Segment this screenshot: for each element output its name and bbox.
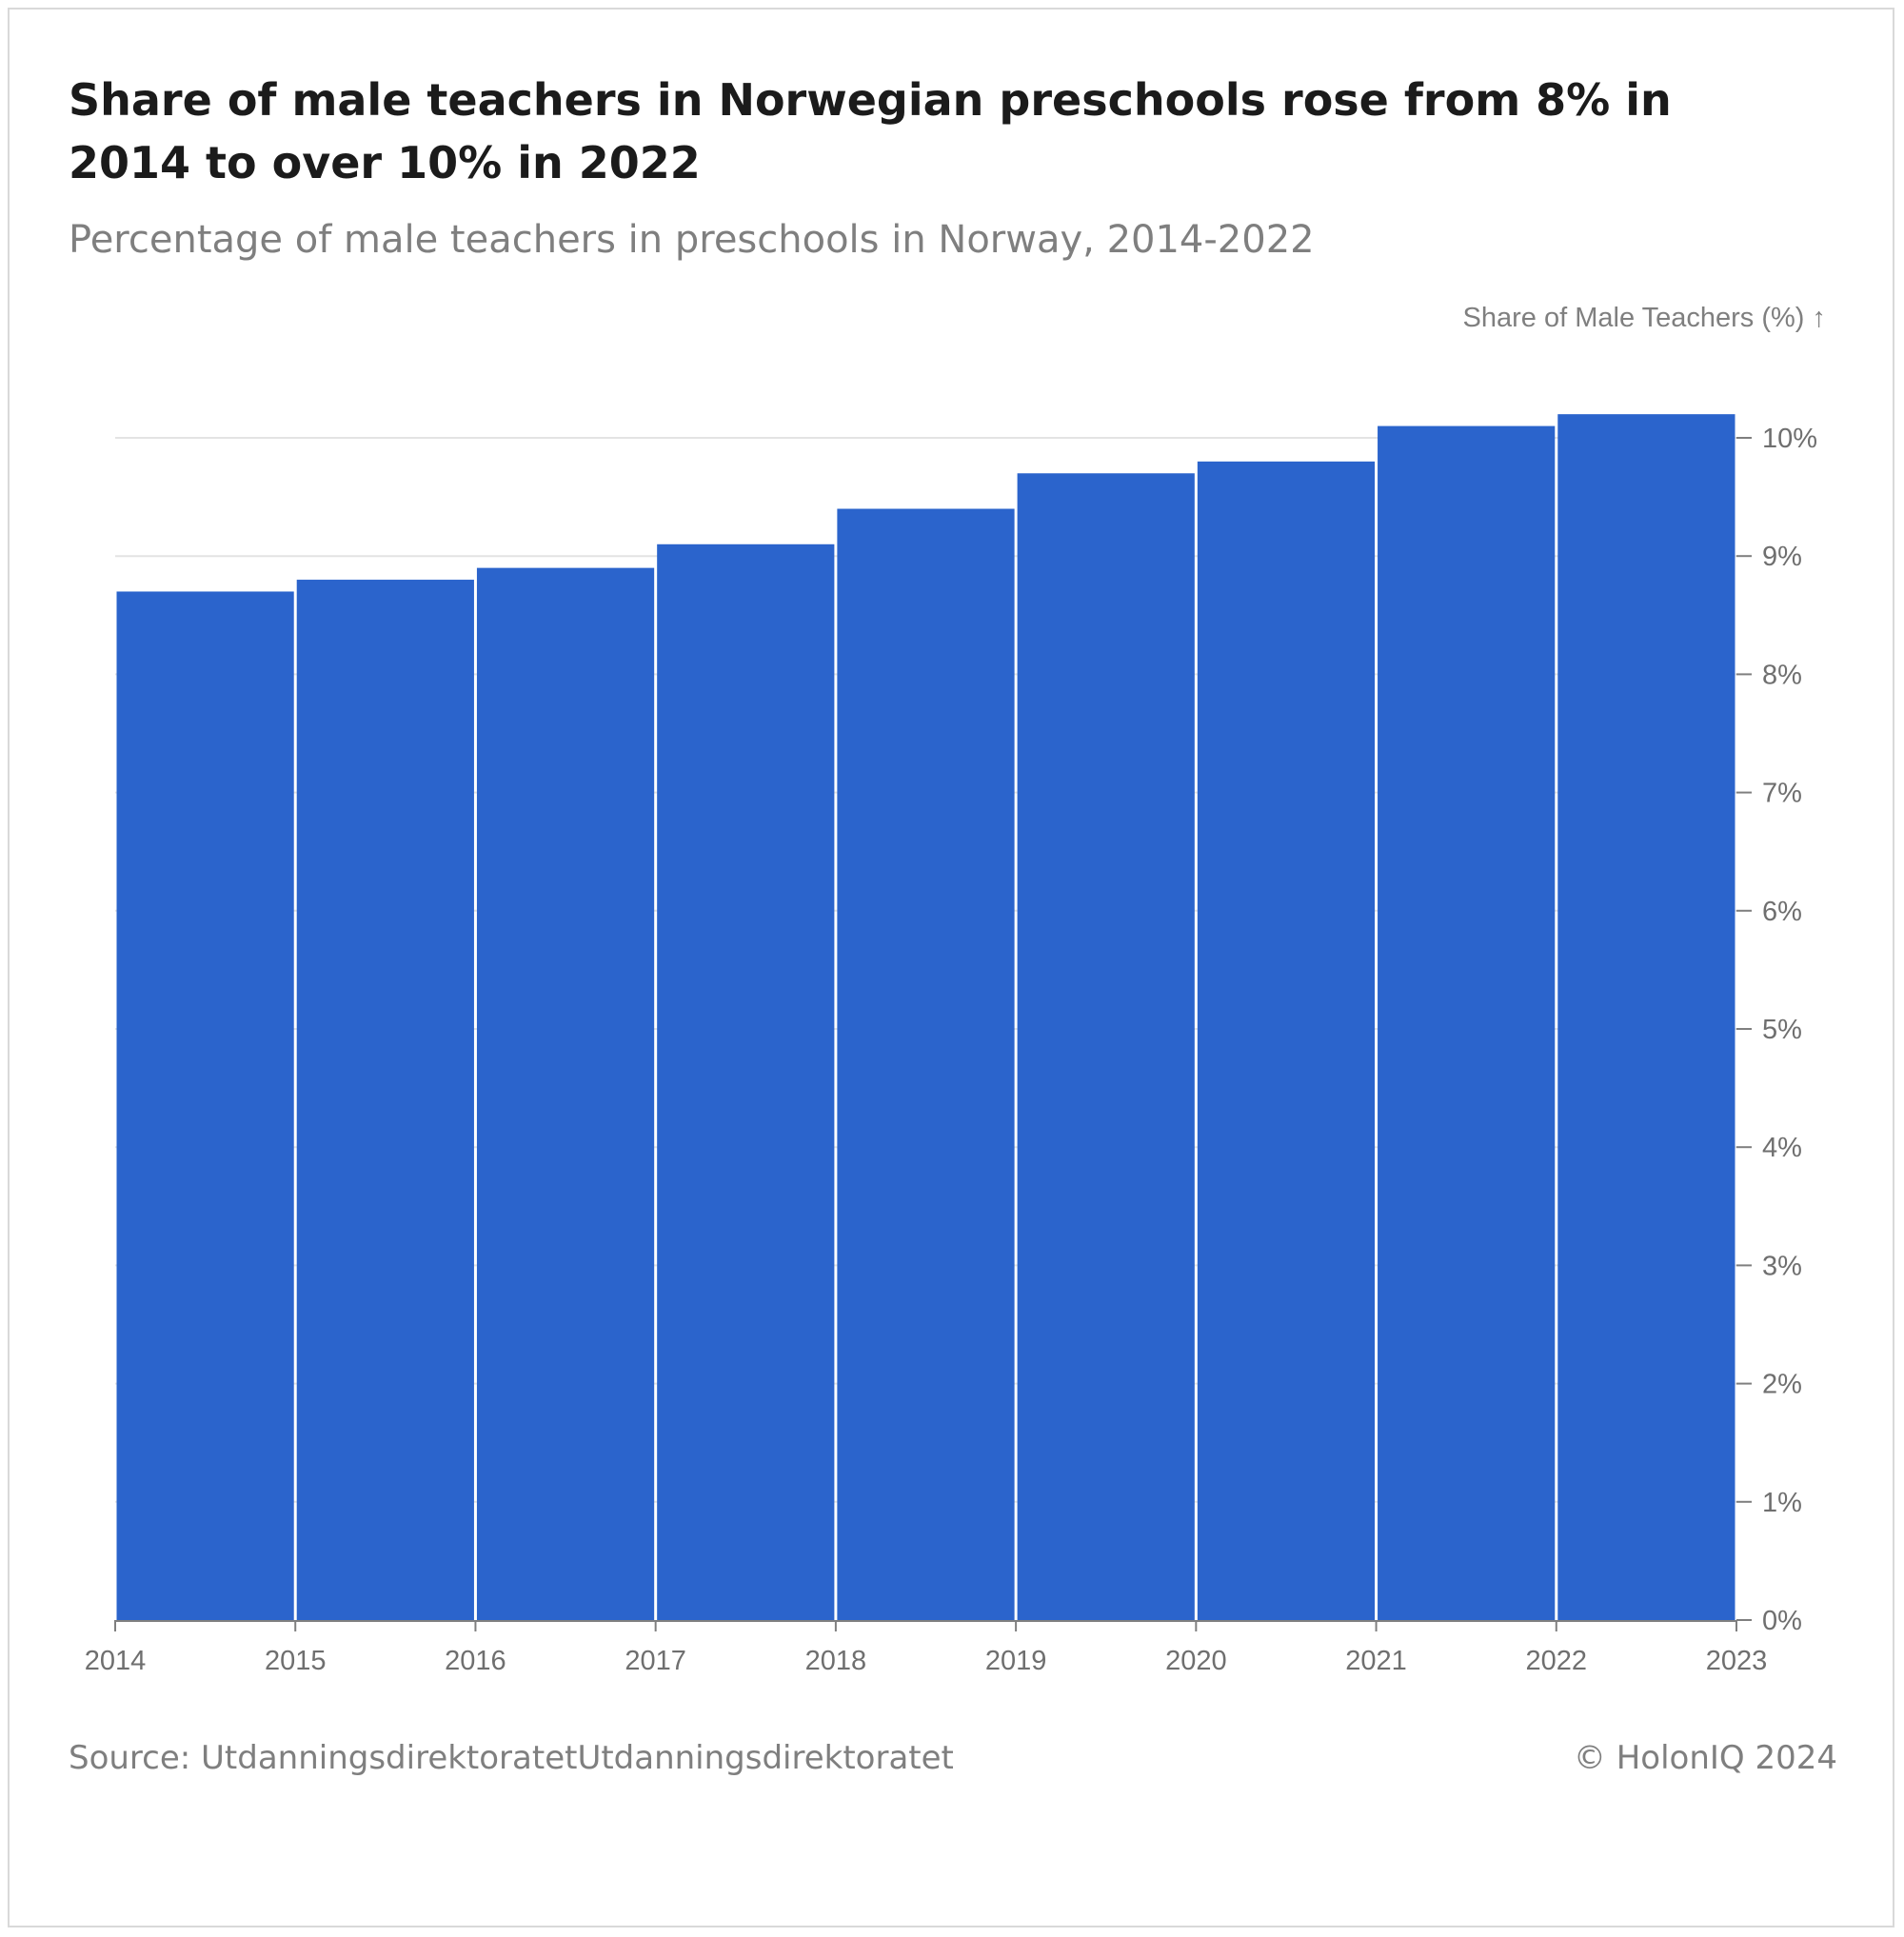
y-tick-label: 1% xyxy=(1762,1488,1802,1518)
x-tick-label: 2018 xyxy=(805,1646,867,1676)
x-tick-label: 2021 xyxy=(1345,1646,1407,1676)
x-tick-label: 2016 xyxy=(445,1646,506,1676)
y-tick-label: 5% xyxy=(1762,1015,1802,1045)
bar-2016 xyxy=(476,567,655,1620)
bar-2018 xyxy=(837,508,1015,1620)
x-tick-label: 2022 xyxy=(1526,1646,1588,1676)
y-tick-label: 9% xyxy=(1762,542,1802,572)
source-note: Source: UtdanningsdirektoratetUtdannings… xyxy=(69,1739,954,1777)
x-tick-label: 2019 xyxy=(985,1646,1047,1676)
x-tick-label: 2015 xyxy=(265,1646,327,1676)
bar-2022 xyxy=(1557,414,1735,1620)
x-tick-label: 2020 xyxy=(1165,1646,1227,1676)
y-tick-label: 3% xyxy=(1762,1251,1802,1281)
chart-title: Share of male teachers in Norwegian pres… xyxy=(69,74,1672,188)
bar-2021 xyxy=(1378,425,1556,1621)
y-tick-label: 7% xyxy=(1762,779,1802,809)
bar-2015 xyxy=(296,580,474,1620)
copyright-note: © HolonIQ 2024 xyxy=(1573,1739,1837,1777)
bar-2019 xyxy=(1017,473,1195,1620)
x-tick-label: 2014 xyxy=(85,1646,147,1676)
y-tick-label: 6% xyxy=(1762,897,1802,927)
bar-2017 xyxy=(657,544,835,1620)
y-axis-label: Share of Male Teachers (%) ↑ xyxy=(1463,303,1826,333)
y-tick-label: 2% xyxy=(1762,1370,1802,1400)
y-tick-label: 0% xyxy=(1762,1606,1802,1636)
bar-2020 xyxy=(1197,461,1376,1621)
x-tick-label: 2017 xyxy=(625,1646,686,1676)
x-tick-label: 2023 xyxy=(1706,1646,1768,1676)
y-tick-label: 8% xyxy=(1762,660,1802,690)
axes: 2014 2015 2016 2017 2018 2019 2020 2021 2022 2023… xyxy=(85,424,1817,1676)
y-tick-label: 4% xyxy=(1762,1133,1802,1163)
bar-2014 xyxy=(116,591,294,1621)
chart-subtitle: Percentage of male teachers in preschool… xyxy=(69,218,1315,262)
bars xyxy=(116,414,1735,1621)
y-tick-label: 10% xyxy=(1762,424,1817,454)
